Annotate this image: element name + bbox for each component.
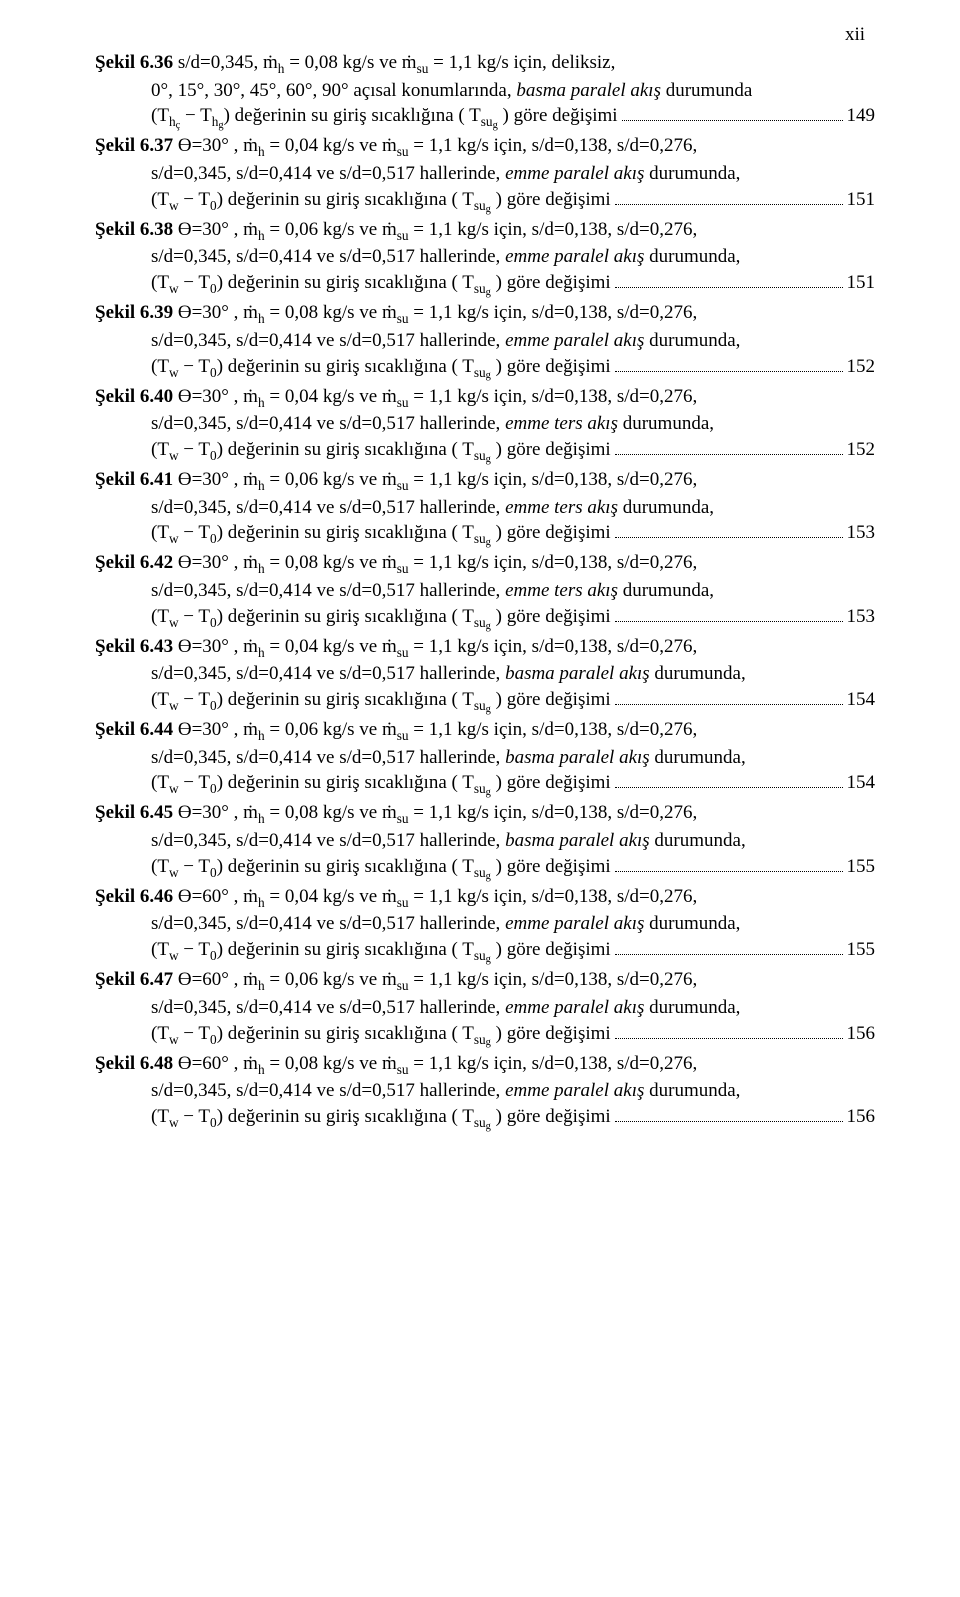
figure-entry: Şekil 6.45 Ө=30° , ṁh = 0,08 kg/s ve ṁsu… [95, 800, 875, 881]
figure-entry: Şekil 6.43 Ө=30° , ṁh = 0,04 kg/s ve ṁsu… [95, 634, 875, 715]
figure-entry: Şekil 6.42 Ө=30° , ṁh = 0,08 kg/s ve ṁsu… [95, 550, 875, 631]
figure-entry: Şekil 6.44 Ө=30° , ṁh = 0,06 kg/s ve ṁsu… [95, 717, 875, 798]
figure-entry: Şekil 6.46 Ө=60° , ṁh = 0,04 kg/s ve ṁsu… [95, 884, 875, 965]
figure-entry: Şekil 6.37 Ө=30° , ṁh = 0,04 kg/s ve ṁsu… [95, 133, 875, 214]
figure-entry: Şekil 6.41 Ө=30° , ṁh = 0,06 kg/s ve ṁsu… [95, 467, 875, 548]
figure-entry: Şekil 6.39 Ө=30° , ṁh = 0,08 kg/s ve ṁsu… [95, 300, 875, 381]
page: xii Şekil 6.36 s/d=0,345, ṁh = 0,08 kg/s… [0, 0, 960, 1597]
figure-list: Şekil 6.36 s/d=0,345, ṁh = 0,08 kg/s ve … [95, 50, 875, 1132]
figure-entry: Şekil 6.47 Ө=60° , ṁh = 0,06 kg/s ve ṁsu… [95, 967, 875, 1048]
page-number-roman: xii [845, 22, 865, 48]
figure-entry: Şekil 6.48 Ө=60° , ṁh = 0,08 kg/s ve ṁsu… [95, 1051, 875, 1132]
figure-entry: Şekil 6.38 Ө=30° , ṁh = 0,06 kg/s ve ṁsu… [95, 217, 875, 298]
figure-entry: Şekil 6.40 Ө=30° , ṁh = 0,04 kg/s ve ṁsu… [95, 384, 875, 465]
figure-entry: Şekil 6.36 s/d=0,345, ṁh = 0,08 kg/s ve … [95, 50, 875, 131]
